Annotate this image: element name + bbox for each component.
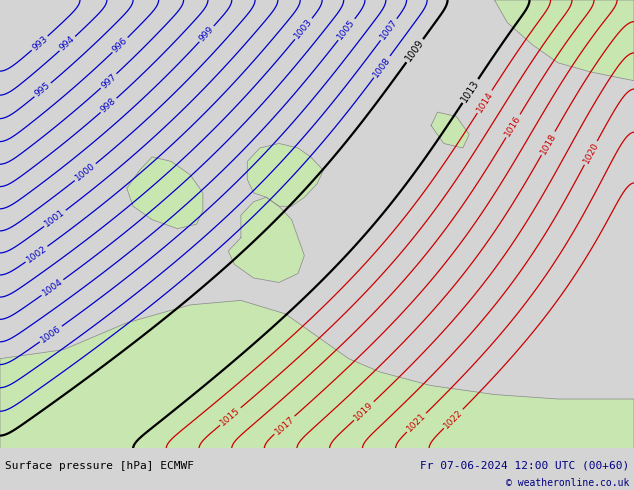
Text: 1017: 1017 (273, 414, 296, 436)
Text: 1005: 1005 (336, 18, 357, 41)
Text: 1022: 1022 (442, 408, 465, 430)
Text: 1020: 1020 (581, 141, 600, 165)
Text: 1003: 1003 (293, 17, 314, 41)
Polygon shape (0, 300, 634, 448)
Text: 1006: 1006 (39, 324, 63, 344)
Text: 993: 993 (30, 34, 49, 52)
Text: Fr 07-06-2024 12:00 UTC (00+60): Fr 07-06-2024 12:00 UTC (00+60) (420, 461, 629, 471)
Text: 1013: 1013 (460, 78, 481, 104)
Text: 1015: 1015 (219, 406, 242, 427)
Text: 1001: 1001 (43, 208, 67, 229)
Text: 997: 997 (99, 72, 118, 90)
Text: 996: 996 (111, 36, 129, 54)
Text: Surface pressure [hPa] ECMWF: Surface pressure [hPa] ECMWF (5, 461, 194, 471)
Text: 1007: 1007 (378, 18, 399, 42)
Polygon shape (495, 0, 634, 81)
Text: 1008: 1008 (372, 55, 392, 79)
Text: 998: 998 (99, 96, 118, 115)
Text: 1004: 1004 (41, 277, 64, 298)
Text: 1021: 1021 (405, 412, 428, 434)
Polygon shape (431, 112, 469, 148)
Polygon shape (127, 157, 203, 229)
Text: 1002: 1002 (25, 244, 48, 265)
Text: 994: 994 (58, 35, 77, 53)
Text: 1016: 1016 (503, 114, 523, 138)
Text: 999: 999 (197, 24, 216, 43)
Polygon shape (247, 144, 323, 206)
Text: 1000: 1000 (74, 161, 97, 183)
Text: 1009: 1009 (403, 38, 426, 64)
Text: 1019: 1019 (353, 400, 375, 422)
Text: 1018: 1018 (539, 131, 558, 155)
Polygon shape (228, 197, 304, 282)
Text: 995: 995 (33, 81, 52, 99)
Text: 1014: 1014 (475, 90, 495, 114)
Text: © weatheronline.co.uk: © weatheronline.co.uk (505, 478, 629, 488)
